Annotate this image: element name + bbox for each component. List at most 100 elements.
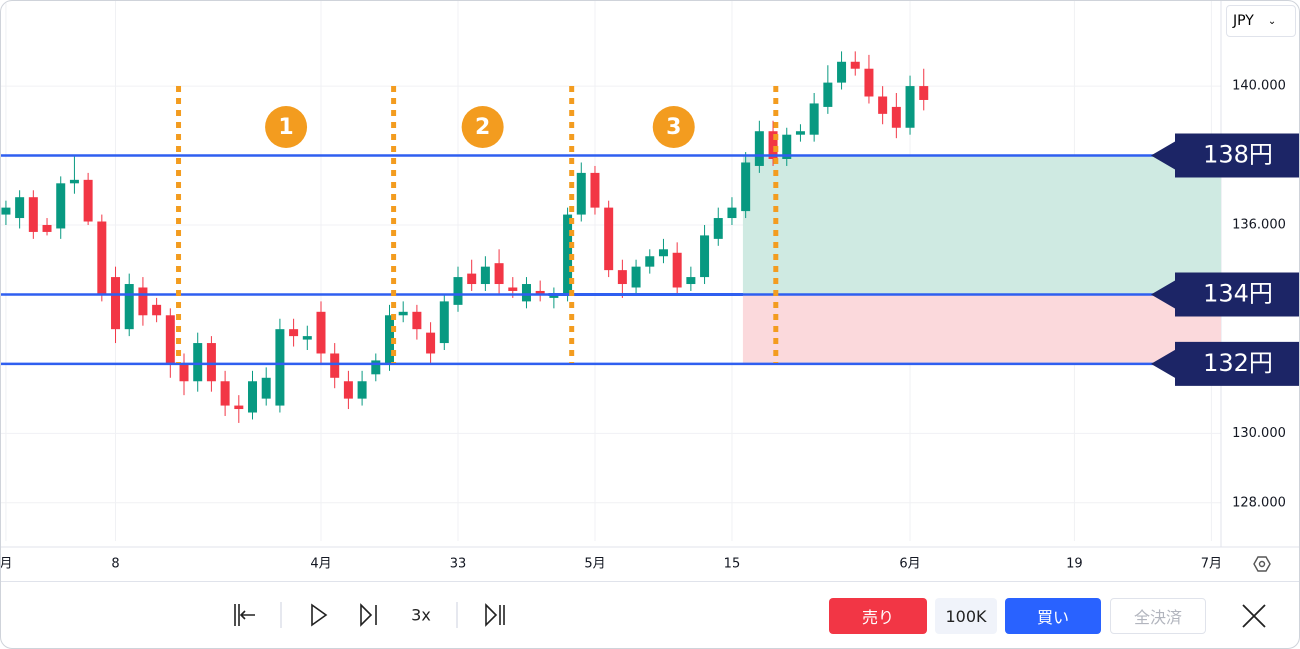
candle-body bbox=[426, 332, 436, 354]
jump-realtime[interactable] bbox=[485, 603, 505, 627]
x-tick-label: 4月 bbox=[310, 557, 331, 572]
candle-body bbox=[289, 329, 299, 337]
x-tick-label: 月 bbox=[1, 557, 12, 572]
x-tick-label: 6月 bbox=[899, 557, 920, 572]
candle-body bbox=[741, 162, 751, 212]
candle-body bbox=[549, 294, 559, 298]
speed[interactable]: 3x bbox=[411, 606, 431, 625]
toolbar: 3x 売り 100K 買い 全決済 bbox=[1, 581, 1299, 648]
phase-badge bbox=[461, 106, 504, 148]
candle-body bbox=[248, 381, 258, 413]
candle-body bbox=[604, 207, 614, 271]
candle-body bbox=[124, 284, 134, 330]
buy-button[interactable]: 買い bbox=[1005, 598, 1101, 634]
candle-body bbox=[330, 353, 340, 378]
settings-icon[interactable] bbox=[1253, 556, 1271, 572]
currency-select[interactable]: JPY ⌄ bbox=[1226, 5, 1296, 37]
candle-body bbox=[412, 311, 422, 330]
candle-body bbox=[275, 329, 285, 406]
settings-icon-dot bbox=[1258, 560, 1266, 568]
jump-back[interactable] bbox=[234, 604, 255, 626]
candle-body bbox=[795, 131, 805, 135]
candle-body bbox=[590, 172, 600, 208]
candle-body bbox=[453, 277, 463, 305]
phase-number: 1 bbox=[278, 115, 293, 140]
candle-body bbox=[494, 263, 504, 285]
candle-body bbox=[316, 311, 326, 354]
x-tick-label: 8 bbox=[111, 557, 119, 572]
candle-body bbox=[193, 343, 203, 382]
chevron: ⌄ bbox=[1267, 15, 1277, 27]
candle-body bbox=[467, 273, 477, 285]
x-tick-label: 19 bbox=[1066, 557, 1083, 572]
close-icon[interactable] bbox=[1239, 601, 1269, 631]
candle-body bbox=[823, 82, 833, 107]
candle-body bbox=[1, 207, 11, 215]
candle-body bbox=[645, 256, 655, 267]
candle-body bbox=[111, 277, 121, 330]
price-tag-label: 132円 bbox=[1203, 349, 1273, 377]
candle-body bbox=[521, 284, 531, 302]
x-tick-label: 5月 bbox=[584, 557, 605, 572]
candle-body bbox=[905, 86, 915, 128]
candle-body bbox=[343, 381, 353, 399]
price-tag bbox=[1151, 341, 1299, 386]
candle-body bbox=[576, 172, 586, 215]
candle-body bbox=[754, 131, 764, 166]
currency: JPY bbox=[1233, 13, 1254, 29]
candle-body bbox=[891, 106, 901, 128]
quantity[interactable]: 100K bbox=[935, 598, 997, 634]
candle-body bbox=[617, 270, 627, 285]
candle-body bbox=[658, 249, 668, 257]
candle-body bbox=[302, 336, 312, 340]
candle-body bbox=[686, 277, 696, 285]
y-tick-label: 130.000 bbox=[1232, 426, 1286, 441]
phase-badge bbox=[265, 106, 308, 148]
y-tick-label: 140.000 bbox=[1232, 79, 1286, 94]
candle-body bbox=[165, 315, 175, 364]
price-tag bbox=[1151, 133, 1299, 178]
sell-button[interactable]: 売り bbox=[829, 598, 927, 634]
candle-body bbox=[535, 290, 545, 295]
candle-body bbox=[206, 343, 216, 382]
candle-body bbox=[261, 377, 271, 399]
replay-controls: 3x bbox=[234, 602, 505, 628]
candle-body bbox=[439, 301, 449, 344]
candle-body bbox=[384, 315, 394, 364]
zone bbox=[742, 294, 1221, 364]
candle-body bbox=[42, 224, 52, 232]
phase-number: 3 bbox=[666, 115, 681, 140]
price-tag-label: 134円 bbox=[1203, 279, 1273, 307]
candle-body bbox=[919, 86, 929, 100]
candle-body bbox=[56, 183, 66, 229]
close-all-button[interactable]: 全決済 bbox=[1110, 598, 1206, 634]
candle-body bbox=[69, 179, 79, 184]
chart: 128.000130.000132.000134.000136.000138.0… bbox=[1, 1, 1299, 572]
y-tick-label: 128.000 bbox=[1232, 495, 1286, 510]
price-tag-label: 138円 bbox=[1203, 141, 1273, 169]
candle-body bbox=[152, 304, 162, 316]
zone bbox=[742, 155, 1221, 295]
y-tick-label: 136.000 bbox=[1232, 217, 1286, 232]
candle-body bbox=[28, 197, 38, 232]
candle-body bbox=[864, 68, 874, 97]
candle-body bbox=[878, 96, 888, 114]
candle-body bbox=[809, 103, 819, 135]
candle-body bbox=[782, 134, 792, 160]
candle-body bbox=[480, 266, 490, 285]
candle-body bbox=[357, 381, 367, 399]
play[interactable] bbox=[311, 603, 328, 627]
candle-body bbox=[234, 405, 244, 410]
x-tick-label: 7月 bbox=[1201, 557, 1222, 572]
candle-body bbox=[837, 61, 847, 83]
phase-number: 2 bbox=[475, 115, 490, 140]
candle-body bbox=[15, 197, 25, 219]
step[interactable] bbox=[360, 603, 377, 627]
x-tick-label: 33 bbox=[450, 557, 467, 572]
candle-body bbox=[563, 214, 573, 295]
candle-body bbox=[138, 287, 148, 316]
candle-body bbox=[97, 221, 107, 295]
candle-body bbox=[631, 266, 641, 288]
candle-body bbox=[179, 363, 189, 382]
